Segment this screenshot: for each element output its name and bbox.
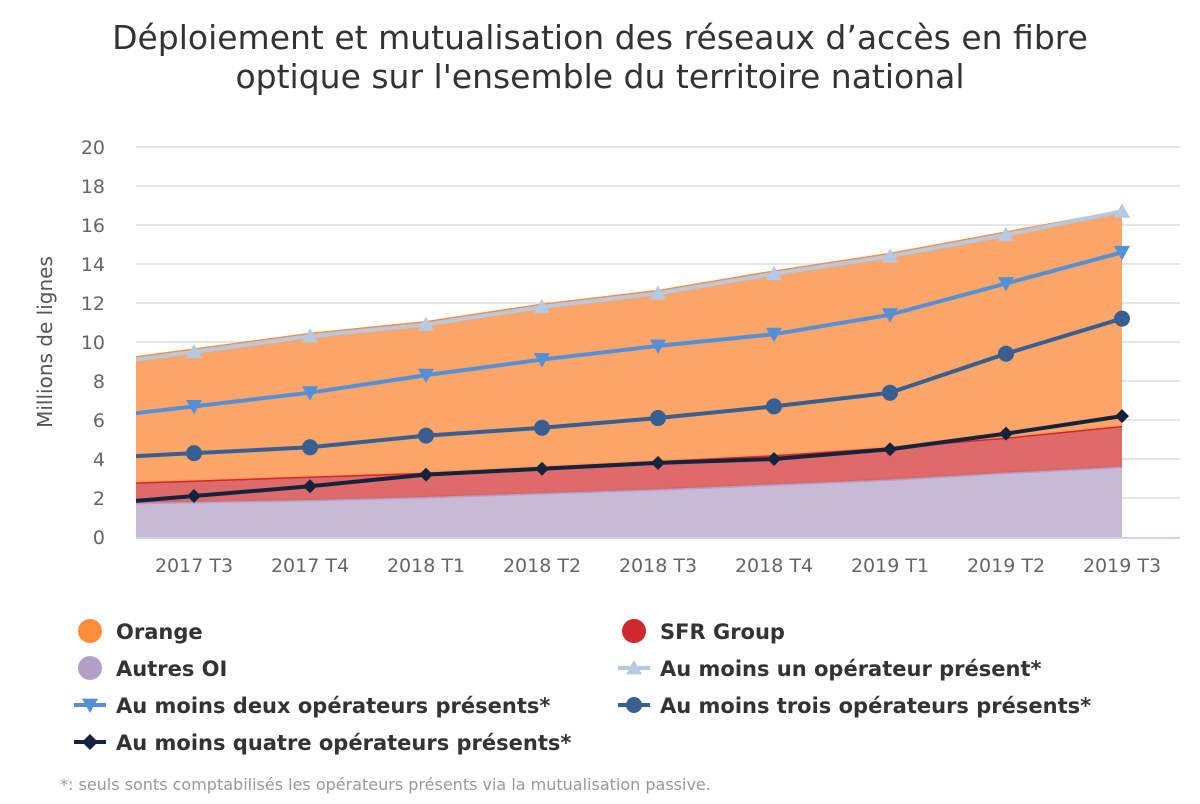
legend-marker-icon [626, 660, 642, 675]
legend-symbol-icon [78, 619, 102, 643]
x-tick-label: 2017 T4 [271, 555, 349, 577]
chart-title-line-1: Déploiement et mutualisation des réseaux… [112, 18, 1088, 57]
chart-title-line-2: optique sur l'ensemble du territoire nat… [235, 57, 964, 96]
data-point-diamond [419, 467, 433, 482]
legend-label: Autres OI [116, 657, 227, 681]
data-point-triangle-down [1114, 245, 1130, 261]
data-point-circle [1114, 310, 1130, 327]
legend-item[interactable]: Autres OI [78, 656, 227, 681]
data-point-triangle-up [650, 285, 666, 300]
data-point-diamond [767, 452, 781, 466]
data-point-triangle-up [186, 343, 202, 359]
data-point-diamond [187, 489, 201, 504]
y-tick-label: 2 [93, 488, 105, 510]
line-series-2 [135, 316, 1123, 459]
data-point-circle [998, 345, 1014, 362]
x-tick-label: 2019 T1 [851, 555, 929, 577]
data-point-triangle-down [534, 353, 550, 368]
legend-item[interactable]: Au moins quatre opérateurs présents* [74, 731, 571, 755]
legend-item[interactable]: Au moins un opérateur présent* [618, 657, 1041, 681]
y-tick-label: 16 [81, 215, 105, 237]
data-point-circle [766, 398, 782, 415]
legend-item[interactable]: Orange [78, 619, 203, 644]
data-point-triangle-down [882, 308, 898, 323]
line-series-0 [135, 209, 1123, 362]
footnote: *: seuls sonts comptabilisés les opérate… [60, 775, 711, 794]
data-point-diamond [651, 455, 665, 470]
legend-symbol-icon [622, 619, 646, 643]
legend-marker-icon [626, 697, 642, 713]
data-point-triangle-down [650, 339, 666, 354]
data-point-diamond [883, 442, 897, 457]
y-tick-label: 14 [81, 254, 105, 276]
data-point-circle [302, 439, 318, 456]
y-tick-label: 4 [93, 449, 105, 471]
line-series-3 [135, 414, 1123, 503]
data-point-triangle-up [882, 248, 898, 263]
data-point-triangle-down [186, 399, 202, 415]
y-tick-label: 18 [81, 176, 105, 198]
x-tick-label: 2018 T1 [387, 555, 465, 577]
x-tick-label: 2017 T3 [155, 555, 233, 577]
legend-item[interactable]: Au moins trois opérateurs présents* [618, 694, 1091, 718]
y-tick-label: 0 [93, 527, 105, 549]
data-point-triangle-up [418, 316, 434, 331]
legend-label: Au moins deux opérateurs présents* [116, 694, 550, 718]
data-point-diamond [999, 426, 1013, 441]
x-tick-label: 2018 T4 [735, 555, 813, 577]
legend-marker-icon [82, 734, 98, 750]
legend-label: Orange [116, 620, 203, 644]
data-point-triangle-up [534, 298, 550, 314]
y-tick-label: 8 [93, 371, 105, 393]
data-point-triangle-up [766, 265, 782, 281]
legend-marker-icon [82, 698, 98, 713]
y-tick-label: 10 [81, 332, 105, 354]
x-tick-label: 2019 T2 [967, 555, 1045, 577]
y-tick-label: 6 [93, 410, 105, 432]
data-point-triangle-down [302, 386, 318, 401]
line-series-1 [135, 250, 1123, 416]
data-point-diamond [535, 461, 549, 476]
legend-label: Au moins quatre opérateurs présents* [116, 731, 571, 755]
x-tick-label: 2018 T3 [619, 555, 697, 577]
area-autres-oi [136, 466, 1122, 537]
legend-label: Au moins un opérateur présent* [660, 657, 1041, 681]
legend-item[interactable]: Au moins deux opérateurs présents* [74, 694, 550, 718]
legend-symbol-icon [78, 656, 102, 680]
legend-item[interactable]: SFR Group [622, 619, 785, 644]
data-point-circle [418, 427, 434, 444]
data-point-triangle-up [302, 328, 318, 343]
area-orange [136, 211, 1122, 483]
data-point-triangle-up [998, 226, 1014, 242]
data-point-circle [882, 384, 898, 401]
data-point-diamond [303, 479, 317, 494]
data-point-diamond [1115, 409, 1129, 424]
data-point-circle [650, 410, 666, 427]
x-tick-label: 2018 T2 [503, 555, 581, 577]
y-axis-title: Millions de lignes [33, 256, 57, 428]
data-point-circle [534, 419, 550, 436]
y-tick-label: 12 [81, 293, 105, 315]
x-tick-label: 2019 T3 [1083, 555, 1161, 577]
data-point-circle [186, 445, 202, 462]
y-tick-label: 20 [81, 137, 105, 159]
data-point-triangle-up [1114, 203, 1130, 218]
legend-label: SFR Group [660, 620, 785, 644]
legend-label: Au moins trois opérateurs présents* [660, 694, 1091, 718]
data-point-triangle-down [998, 277, 1014, 292]
data-point-triangle-down [418, 368, 434, 384]
data-point-triangle-down [766, 327, 782, 343]
